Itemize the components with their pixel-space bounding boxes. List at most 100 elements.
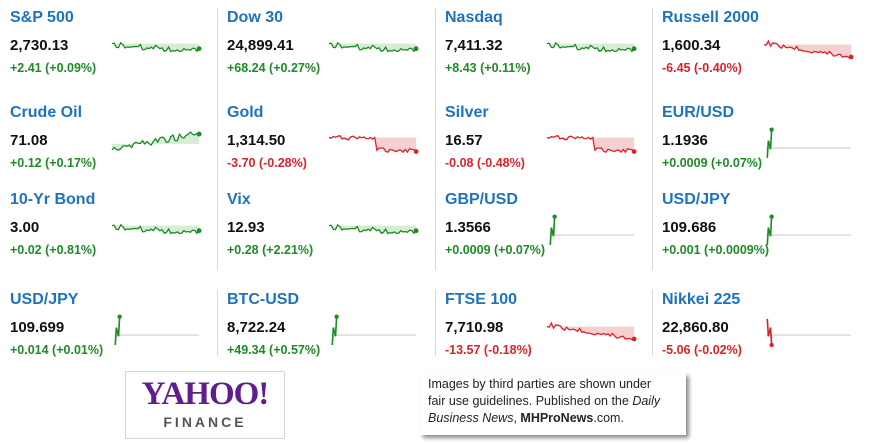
column-divider (652, 290, 653, 356)
ticker-card[interactable]: Crude Oil 71.08 +0.12 (+0.17%) (0, 95, 217, 183)
notice-site: MHProNews (520, 411, 594, 425)
ticker-name[interactable]: Gold (227, 104, 264, 121)
sparkline-chart (111, 223, 202, 235)
ticker-card[interactable]: USD/JPY 109.686 +0.001 (+0.0009%) (652, 182, 869, 270)
sparkline-end-dot (413, 149, 419, 155)
ticker-card[interactable]: BTC-USD 8,722.24 +49.34 (+0.57%) (217, 282, 434, 370)
sparkline-area (547, 323, 635, 340)
ticker-card[interactable]: GBP/USD 1.3566 +0.0009 (+0.07%) (435, 182, 652, 270)
ticker-price: 12.93 (227, 219, 265, 236)
ticker-card[interactable]: Russell 2000 1,600.34 -6.45 (-0.40%) (652, 0, 869, 88)
ticker-name[interactable]: USD/JPY (10, 291, 79, 308)
column-divider (435, 8, 436, 270)
ticker-name[interactable]: Crude Oil (10, 104, 83, 121)
ticker-card[interactable]: EUR/USD 1.1936 +0.0009 (+0.07%) (652, 95, 869, 183)
sparkline-line (763, 39, 852, 59)
sparkline-line (328, 134, 417, 154)
sparkline-end-dot (196, 228, 202, 234)
ticker-price: 1.3566 (445, 219, 491, 236)
sparkline-chart (546, 134, 637, 155)
sparkline-chart (763, 39, 854, 60)
ticker-price: 109.686 (662, 219, 717, 236)
notice-comma: , (513, 411, 521, 425)
ticker-price: 3.00 (10, 219, 40, 236)
ticker-name[interactable]: Russell 2000 (662, 9, 759, 26)
ticker-price: 109.699 (10, 319, 65, 336)
sparkline-end-dot (196, 131, 202, 137)
ticker-name[interactable]: FTSE 100 (445, 291, 518, 308)
sparkline-area (764, 41, 852, 58)
ticker-card[interactable]: USD/JPY 109.699 +0.014 (+0.01%) (0, 282, 217, 370)
sparkline-chart (331, 314, 417, 346)
sparkline-chart (546, 321, 637, 342)
sparkline-chart (766, 127, 852, 159)
sparkline-end-dot (769, 127, 774, 132)
ticker-change: +0.014 (+0.01%) (10, 343, 104, 357)
ticker-price: 1.1936 (662, 132, 708, 149)
ticker-name[interactable]: 10-Yr Bond (10, 191, 96, 208)
ticker-card[interactable]: Dow 30 24,899.41 +68.24 (+0.27%) (217, 0, 434, 88)
ticker-change: +0.12 (+0.17%) (10, 156, 97, 170)
sparkline-chart (328, 223, 419, 235)
ticker-card[interactable]: Vix 12.93 +0.28 (+2.21%) (217, 182, 434, 270)
sparkline-end-dot (631, 336, 637, 342)
sparkline-end-dot (631, 149, 637, 155)
notice-line-2: fair use guidelines. Published on the Da… (428, 393, 686, 410)
sparkline-chart (111, 41, 202, 53)
yahoo-wordmark: YAHOO! (141, 376, 270, 412)
sparkline-chart (328, 41, 419, 53)
ticker-name[interactable]: GBP/USD (445, 191, 518, 208)
ticker-card[interactable]: S&P 500 2,730.13 +2.41 (+0.09%) (0, 0, 217, 88)
ticker-card[interactable]: Nikkei 225 22,860.80 -5.06 (-0.02%) (652, 282, 869, 370)
sparkline-line (766, 318, 773, 346)
ticker-change: +49.34 (+0.57%) (227, 343, 321, 357)
ticker-change: +0.0009 (+0.07%) (445, 243, 546, 257)
ticker-name[interactable]: EUR/USD (662, 104, 735, 121)
sparkline-line (546, 41, 635, 53)
sparkline-chart (546, 41, 637, 53)
ticker-change: -6.45 (-0.40%) (662, 61, 742, 75)
ticker-name[interactable]: Nasdaq (445, 9, 503, 26)
ticker-change: +0.28 (+2.21%) (227, 243, 314, 257)
ticker-card[interactable]: FTSE 100 7,710.98 -13.57 (-0.18%) (435, 282, 652, 370)
sparkline-end-dot (413, 228, 419, 234)
ticker-name[interactable]: Dow 30 (227, 9, 284, 26)
ticker-card[interactable]: Nasdaq 7,411.32 +8.43 (+0.11%) (435, 0, 652, 88)
sparkline-end-dot (769, 342, 774, 348)
ticker-price: 1,314.50 (227, 132, 286, 149)
sparkline-end-dot (196, 46, 202, 52)
ticker-card[interactable]: 10-Yr Bond 3.00 +0.02 (+0.81%) (0, 182, 217, 270)
sparkline-area (547, 135, 635, 153)
sparkline-line (328, 223, 417, 235)
sparkline-line (111, 41, 200, 53)
ticker-price: 22,860.80 (662, 319, 729, 336)
ticker-name[interactable]: Nikkei 225 (662, 291, 741, 308)
ticker-change: +68.24 (+0.27%) (227, 61, 321, 75)
ticker-name[interactable]: S&P 500 (10, 9, 74, 26)
column-divider (435, 290, 436, 356)
ticker-name[interactable]: BTC-USD (227, 291, 299, 308)
sparkline-line (546, 321, 635, 341)
ticker-name[interactable]: Vix (227, 191, 251, 208)
ticker-change: -5.06 (-0.02%) (662, 343, 742, 357)
sparkline-area (329, 135, 417, 153)
fair-use-notice: Images by third parties are shown under … (420, 373, 686, 435)
sparkline-line (766, 129, 773, 159)
ticker-price: 1,600.34 (662, 37, 721, 54)
ticker-change: +2.41 (+0.09%) (10, 61, 97, 75)
ticker-name[interactable]: Silver (445, 104, 489, 121)
ticker-change: +8.43 (+0.11%) (445, 61, 531, 75)
notice-line-3: Business News, MHProNews.com. (428, 410, 686, 427)
ticker-card[interactable]: Silver 16.57 -0.08 (-0.48%) (435, 95, 652, 183)
ticker-price: 8,722.24 (227, 319, 286, 336)
ticker-name[interactable]: USD/JPY (662, 191, 731, 208)
ticker-change: -0.08 (-0.48%) (445, 156, 525, 170)
ticker-card[interactable]: Gold 1,314.50 -3.70 (-0.28%) (217, 95, 434, 183)
sparkline-line (114, 316, 121, 346)
notice-dotcom: .com. (593, 411, 624, 425)
yahoo-finance-logo: YAHOO! FINANCE (125, 371, 285, 439)
market-ticker-grid: S&P 500 2,730.13 +2.41 (+0.09%) Dow 30 24,89… (0, 0, 869, 357)
sparkline-end-dot (848, 54, 854, 60)
notice-daily: Daily (632, 394, 661, 408)
column-divider (217, 290, 218, 356)
